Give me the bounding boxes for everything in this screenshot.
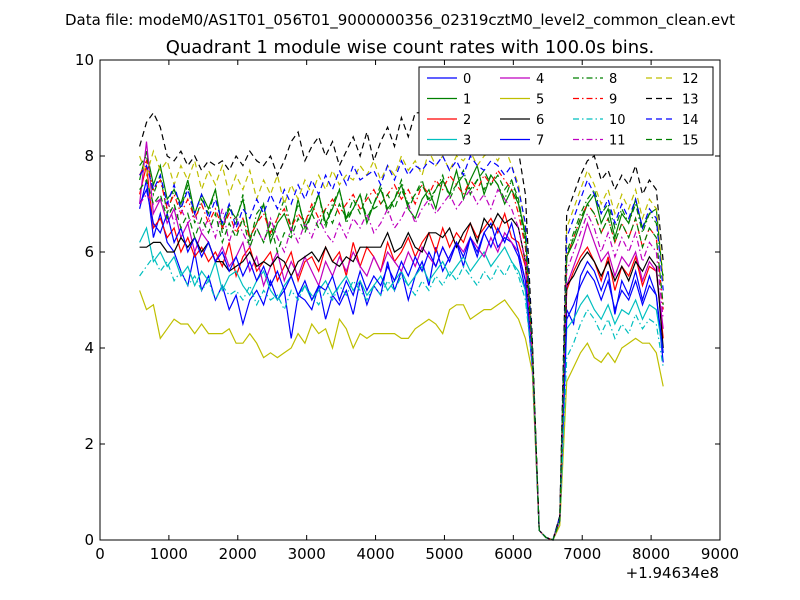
legend-label-15: 15	[682, 134, 699, 149]
tick-layer: 0 1000 2000 3000 4000 5000 6000 7000 8000 9000 0 2 4…	[75, 51, 739, 563]
legend-label-13: 13	[682, 93, 699, 108]
legend-label-8: 8	[609, 72, 617, 87]
series-line-15	[139, 169, 664, 541]
series-line-6	[139, 212, 664, 541]
legend-label-7: 7	[536, 134, 544, 149]
legend-label-1: 1	[463, 93, 471, 108]
legend-label-12: 12	[682, 72, 699, 87]
x-tick-label: 6000	[494, 545, 532, 563]
series-line-11	[139, 188, 664, 541]
plot-frame	[99, 59, 721, 541]
series-line-12	[139, 144, 664, 541]
x-tick-label: 7000	[563, 545, 601, 563]
series-line-5	[139, 290, 664, 541]
x-tick-label: 4000	[356, 545, 394, 563]
x-tick-label: 1000	[150, 545, 188, 563]
legend-label-5: 5	[536, 93, 544, 108]
legend-label-6: 6	[536, 113, 544, 128]
suptitle: Data file: modeM0/AS1T01_056T01_90000003…	[65, 11, 735, 30]
series-line-7	[139, 187, 664, 541]
series-line-9	[139, 159, 664, 541]
x-tick-label: 5000	[425, 545, 463, 563]
y-tick-label: 2	[84, 435, 94, 453]
legend-label-3: 3	[463, 134, 471, 149]
legend-label-14: 14	[682, 113, 699, 128]
y-tick-label: 0	[84, 531, 94, 549]
chart-title: Quadrant 1 module wise count rates with …	[166, 37, 655, 58]
y-tick-label: 4	[84, 339, 94, 357]
x-tick-label: 9000	[701, 545, 739, 563]
series-layer	[139, 106, 664, 541]
series-line-14	[139, 154, 664, 541]
legend-label-11: 11	[609, 134, 626, 149]
series-line-8	[139, 154, 664, 541]
series-line-2	[139, 165, 664, 541]
series-line-13	[139, 106, 664, 541]
series-line-4	[139, 141, 664, 541]
x-tick-label: 2000	[219, 545, 257, 563]
x-tick-label: 3000	[288, 545, 326, 563]
legend-label-0: 0	[463, 72, 471, 87]
legend-box	[418, 66, 714, 156]
y-tick-label: 8	[84, 147, 94, 165]
y-tick-label: 10	[75, 51, 94, 69]
legend-label-4: 4	[536, 72, 544, 87]
y-tick-label: 6	[84, 243, 94, 261]
x-offset-label: +1.94634e8	[626, 564, 719, 582]
legend-label-10: 10	[609, 113, 626, 128]
legend-label-9: 9	[609, 93, 617, 108]
legend-label-2: 2	[463, 113, 471, 128]
x-tick-label: 8000	[632, 545, 670, 563]
x-tick-label: 0	[95, 545, 105, 563]
series-line-3	[139, 226, 664, 541]
